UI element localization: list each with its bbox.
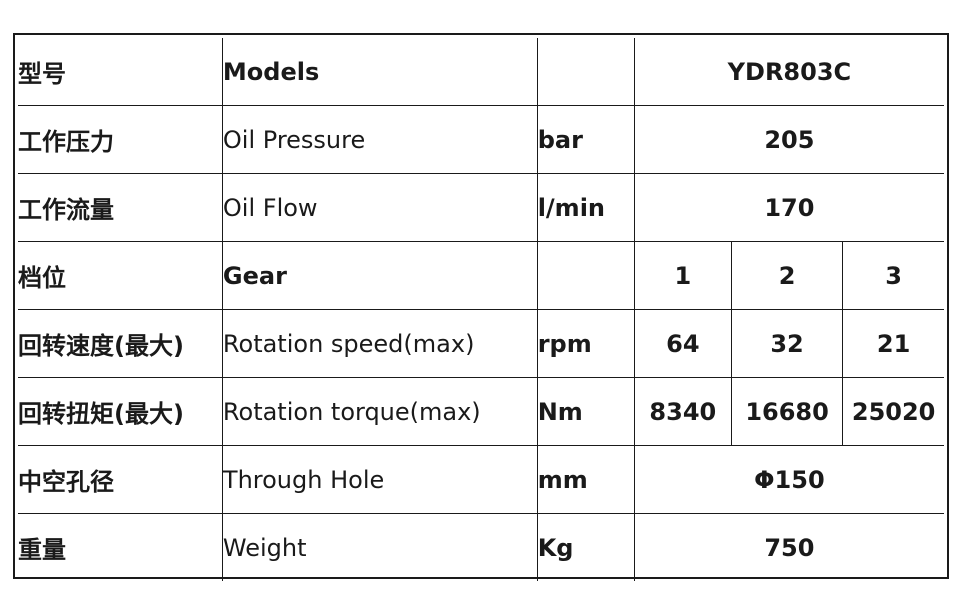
row-value: Φ150 (633, 445, 944, 514)
gear-value-1: 1 (633, 241, 732, 310)
table-row-model: 型号 Models YDR803C (18, 38, 944, 106)
table-row-oil-flow: 工作流量 Oil Flow l/min 170 (18, 173, 944, 242)
row-value: 205 (633, 105, 944, 174)
gear-value-3: 3 (842, 241, 944, 310)
row-label-cn: 回转扭矩(最大) (18, 377, 223, 446)
row-label-cn: 回转速度(最大) (18, 309, 223, 378)
row-label-en: Weight (221, 513, 538, 581)
row-label-cn: 重量 (18, 513, 223, 581)
row-unit (536, 241, 635, 310)
row-unit: Kg (536, 513, 635, 581)
torque-value-1: 8340 (633, 377, 732, 446)
row-label-cn: 工作流量 (18, 173, 223, 242)
spec-table: 型号 Models YDR803C 工作压力 Oil Pressure bar … (18, 38, 944, 581)
row-label-cn: 档位 (18, 241, 223, 310)
row-label-en: Gear (221, 241, 538, 310)
row-unit: Nm (536, 377, 635, 446)
spec-table-frame: 型号 Models YDR803C 工作压力 Oil Pressure bar … (13, 33, 949, 581)
row-value: 750 (633, 513, 944, 581)
row-label-cn: 工作压力 (18, 105, 223, 174)
table-row-oil-pressure: 工作压力 Oil Pressure bar 205 (18, 105, 944, 174)
table-row-rotation-speed: 回转速度(最大) Rotation speed(max) rpm 64 32 2… (18, 309, 944, 378)
table-row-rotation-torque: 回转扭矩(最大) Rotation torque(max) Nm 8340 16… (18, 377, 944, 446)
row-label-en: Oil Flow (221, 173, 538, 242)
row-label-en: Oil Pressure (221, 105, 538, 174)
model-value: YDR803C (633, 38, 944, 106)
row-label-cn: 型号 (18, 38, 223, 106)
row-unit: rpm (536, 309, 635, 378)
row-unit: bar (536, 105, 635, 174)
speed-value-2: 32 (730, 309, 844, 378)
speed-value-1: 64 (633, 309, 732, 378)
torque-value-2: 16680 (730, 377, 844, 446)
table-row-through-hole: 中空孔径 Through Hole mm Φ150 (18, 445, 944, 514)
gear-value-2: 2 (730, 241, 844, 310)
row-unit: mm (536, 445, 635, 514)
row-unit: l/min (536, 173, 635, 242)
row-label-en: Models (221, 38, 538, 106)
row-unit (536, 38, 635, 106)
table-row-weight: 重量 Weight Kg 750 (18, 513, 944, 581)
row-label-en: Through Hole (221, 445, 538, 514)
row-label-cn: 中空孔径 (18, 445, 223, 514)
row-label-en: Rotation speed(max) (221, 309, 538, 378)
table-row-gear: 档位 Gear 1 2 3 (18, 241, 944, 310)
torque-value-3: 25020 (842, 377, 944, 446)
row-value: 170 (633, 173, 944, 242)
row-label-en: Rotation torque(max) (221, 377, 538, 446)
speed-value-3: 21 (842, 309, 944, 378)
